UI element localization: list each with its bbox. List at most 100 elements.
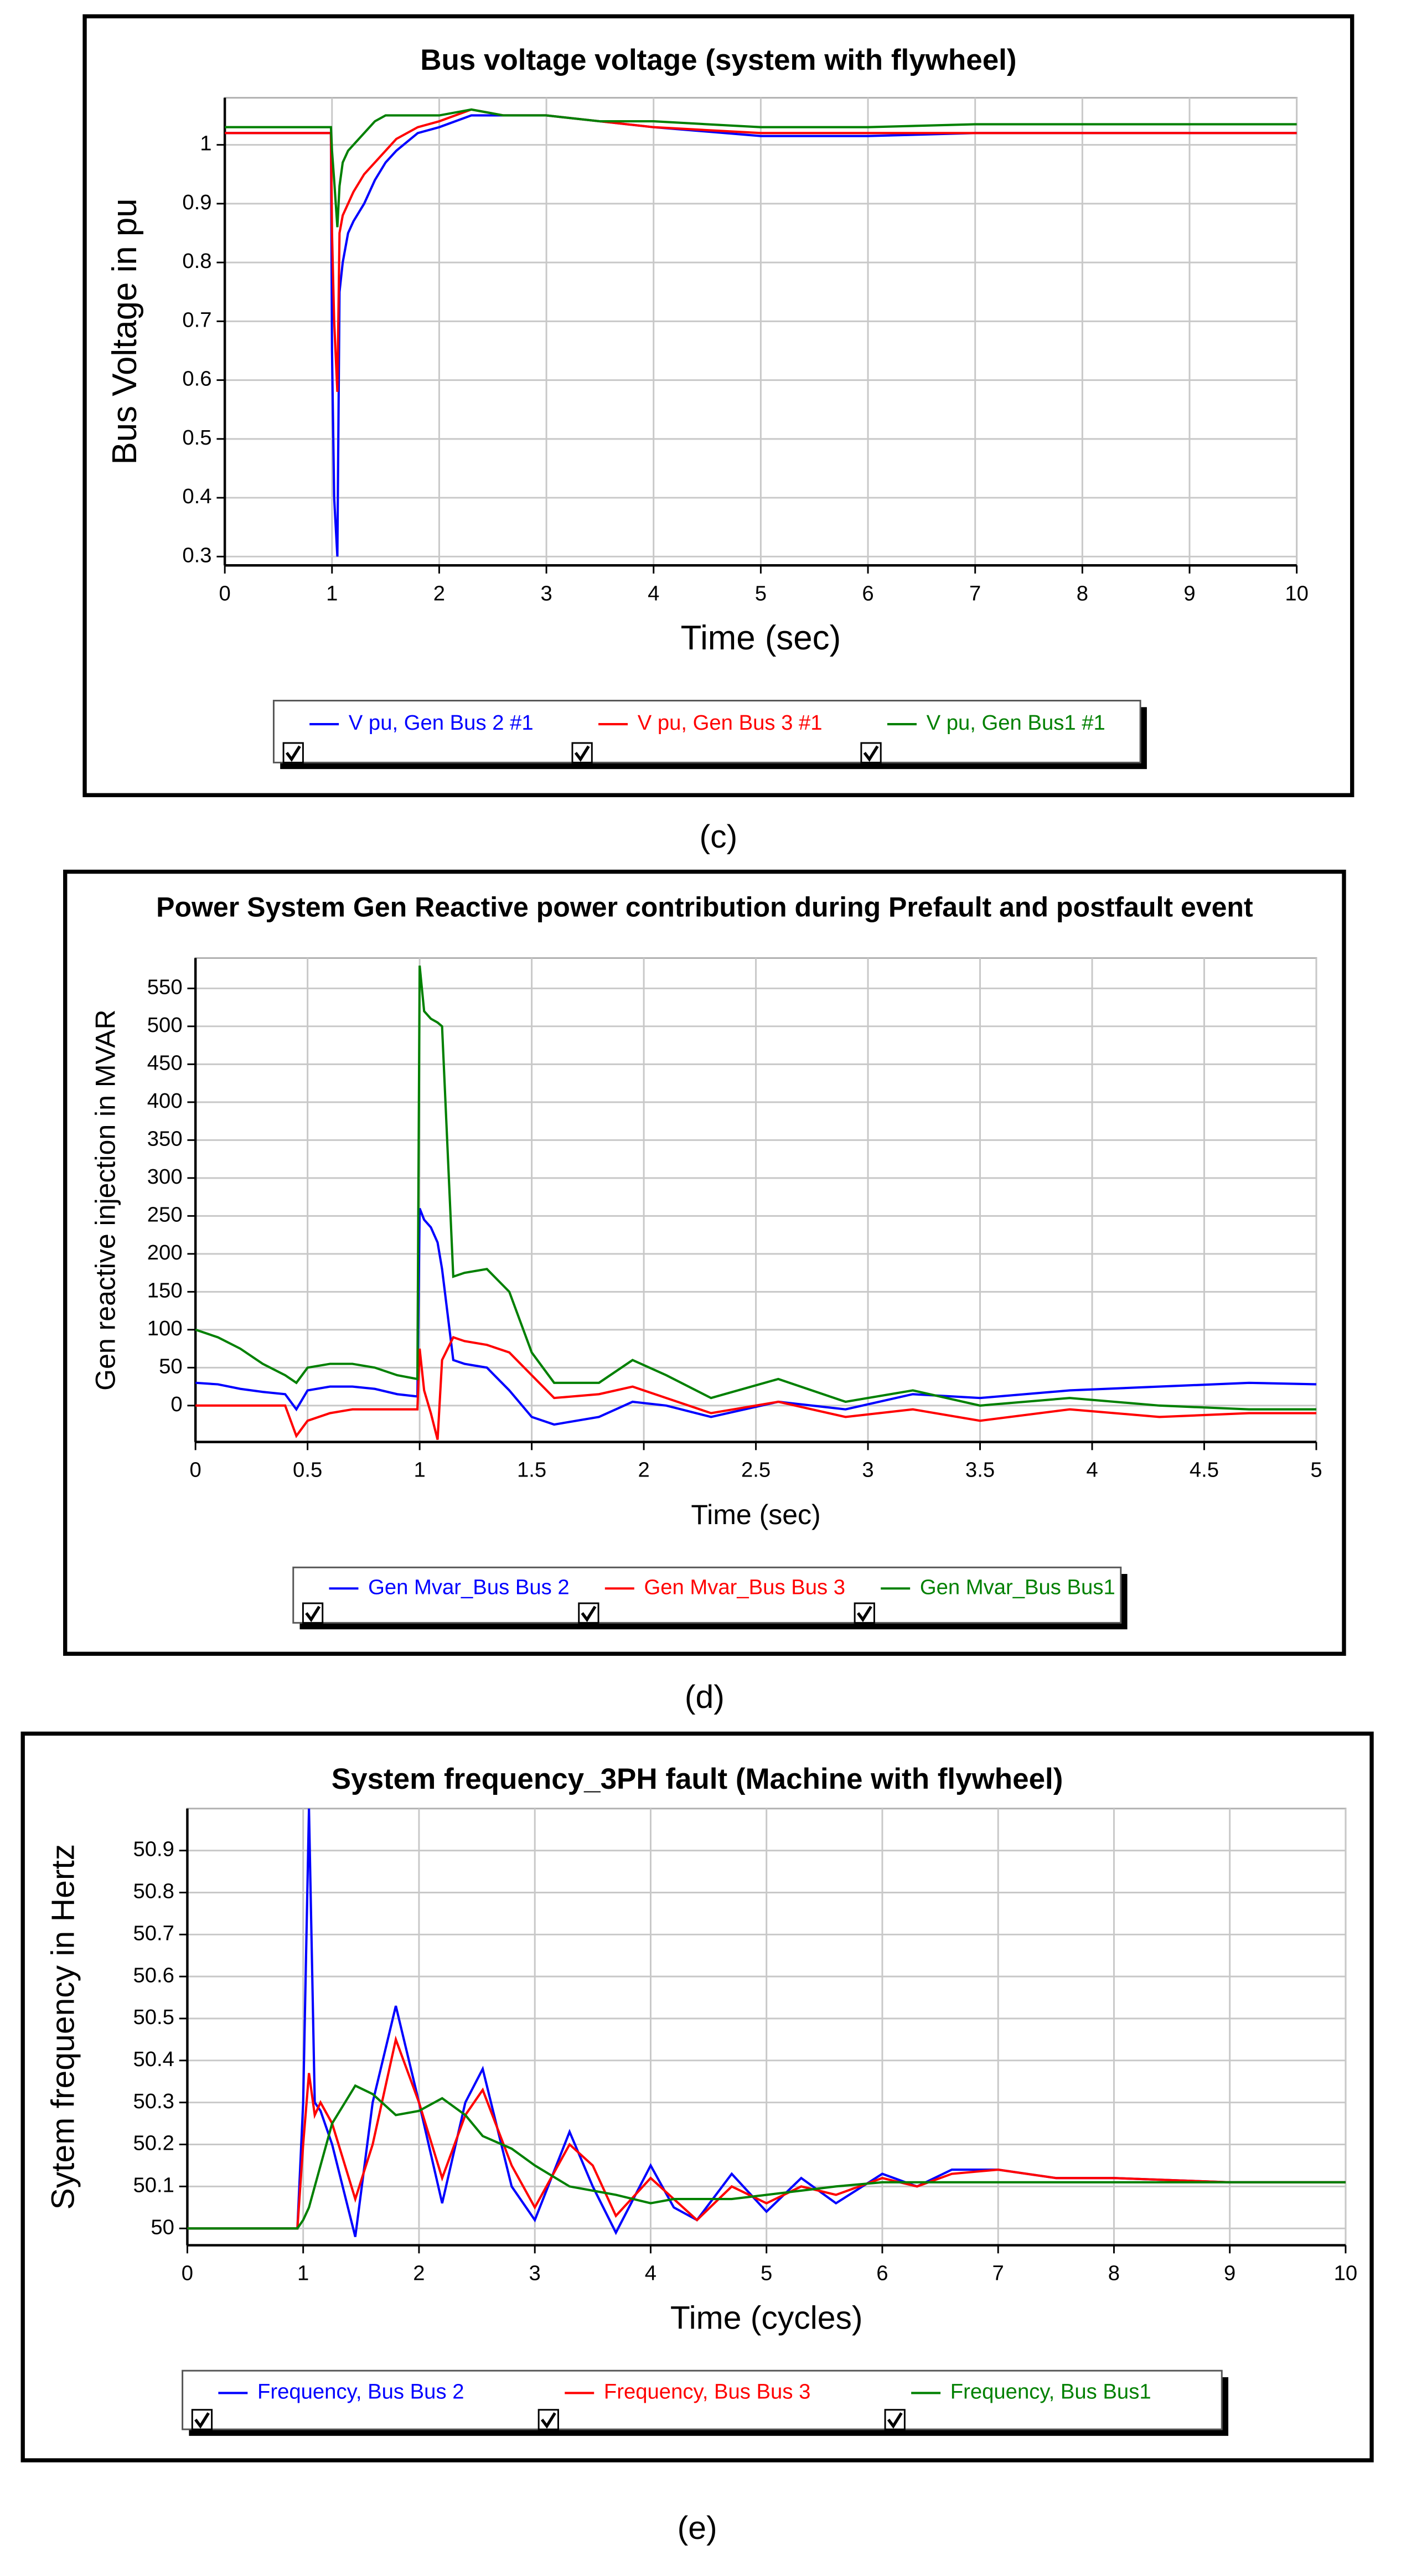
x-tick-label: 0	[219, 581, 230, 605]
legend-checkbox[interactable]	[860, 742, 882, 763]
x-tick-label: 9	[1183, 581, 1195, 605]
x-axis-label: Time (cycles)	[670, 2300, 863, 2336]
series-line	[195, 1207, 1317, 1426]
y-tick-label: 50.8	[133, 1880, 174, 1903]
x-tick-label: 7	[992, 2262, 1004, 2285]
y-tick-label: 50.5	[133, 2005, 174, 2029]
y-tick-label: 0.5	[182, 426, 211, 450]
checkmark	[540, 2412, 556, 2429]
y-tick-label: 0.3	[182, 543, 211, 567]
x-tick-label: 8	[1108, 2262, 1120, 2285]
y-axis-label: Bus Voltage in pu	[106, 198, 144, 464]
y-tick-label: 0.4	[182, 484, 211, 508]
panel-label: (e)	[678, 2510, 717, 2546]
checkmark	[305, 1606, 321, 1623]
y-tick-label: 50.4	[133, 2047, 174, 2071]
x-tick-label: 3	[529, 2262, 541, 2285]
series-line	[225, 114, 1297, 557]
series-line	[187, 2035, 1346, 2230]
legend-checkbox[interactable]	[282, 742, 304, 763]
series-line	[187, 1808, 1346, 2237]
checkmark	[856, 1606, 872, 1623]
legend-checkbox[interactable]	[854, 1602, 875, 1624]
y-tick-label: 50.7	[133, 1921, 174, 1945]
x-tick-label: 2	[638, 1458, 649, 1482]
checkmark	[574, 745, 590, 762]
legend	[272, 700, 1141, 763]
legend-checkbox[interactable]	[302, 1602, 324, 1624]
y-axis-label: Sytem frequency in Hertz	[45, 1844, 81, 2210]
y-tick-label: 400	[147, 1089, 183, 1113]
legend-label: V pu, Gen Bus 2 #1	[349, 711, 534, 735]
x-tick-label: 10	[1285, 581, 1309, 605]
legend-label: V pu, Gen Bus1 #1	[927, 711, 1105, 735]
y-tick-label: 0.9	[182, 190, 211, 214]
x-tick-label: 4	[648, 581, 659, 605]
series-line	[225, 108, 1297, 392]
y-tick-label: 100	[147, 1317, 183, 1340]
x-tick-label: 4.5	[1190, 1458, 1219, 1482]
y-tick-label: 50.6	[133, 1963, 174, 1987]
series-line	[195, 966, 1316, 1411]
legend-checkbox[interactable]	[571, 742, 593, 763]
panel-label: (d)	[685, 1679, 725, 1715]
x-tick-label: 9	[1224, 2262, 1235, 2285]
x-tick-label: 5	[1310, 1458, 1322, 1482]
y-tick-label: 50	[151, 2215, 174, 2239]
x-tick-label: 4	[645, 2262, 656, 2285]
y-tick-label: 200	[147, 1241, 183, 1264]
x-tick-label: 1	[297, 2262, 309, 2285]
y-tick-label: 300	[147, 1165, 183, 1189]
x-tick-label: 0	[182, 2262, 193, 2285]
y-tick-label: 1	[200, 132, 211, 156]
legend-label: Frequency, Bus Bus1	[950, 2380, 1151, 2404]
x-tick-label: 8	[1077, 581, 1088, 605]
y-tick-label: 250	[147, 1202, 183, 1226]
y-tick-label: 0.7	[182, 308, 211, 332]
y-tick-label: 50.3	[133, 2089, 174, 2113]
x-tick-label: 3	[862, 1458, 873, 1482]
x-tick-label: 3.5	[965, 1458, 995, 1482]
x-tick-label: 10	[1334, 2262, 1358, 2285]
legend-checkbox[interactable]	[578, 1602, 599, 1624]
checkmark	[887, 2412, 903, 2429]
y-tick-label: 0	[170, 1392, 182, 1416]
x-tick-label: 3	[540, 581, 552, 605]
y-tick-label: 50	[159, 1354, 183, 1378]
y-tick-label: 50.2	[133, 2131, 174, 2155]
x-tick-label: 5	[761, 2262, 772, 2285]
legend	[182, 2369, 1223, 2430]
legend-checkbox[interactable]	[537, 2409, 559, 2430]
checkmark	[863, 745, 879, 762]
legend-label: Frequency, Bus Bus 2	[257, 2380, 464, 2404]
legend-checkbox[interactable]	[191, 2409, 213, 2430]
series-line	[187, 2084, 1346, 2230]
x-tick-label: 6	[862, 581, 873, 605]
legend-label: Gen Mvar_Bus Bus 3	[644, 1575, 845, 1599]
x-tick-label: 2	[433, 581, 445, 605]
checkmark	[285, 745, 301, 762]
y-axis-label: Gen reactive injection in MVAR	[90, 1009, 121, 1390]
x-tick-label: 1	[326, 581, 338, 605]
x-tick-label: 1	[413, 1458, 425, 1482]
legend	[292, 1566, 1122, 1624]
y-tick-label: 0.6	[182, 367, 211, 391]
legend-label: V pu, Gen Bus 3 #1	[638, 711, 823, 735]
checkmark	[581, 1606, 597, 1623]
legend-label: Gen Mvar_Bus Bus 2	[368, 1575, 570, 1599]
y-tick-label: 150	[147, 1278, 183, 1302]
legend-checkbox[interactable]	[884, 2409, 906, 2430]
y-tick-label: 450	[147, 1051, 183, 1075]
chart-title: Bus voltage voltage (system with flywhee…	[420, 44, 1016, 76]
x-tick-label: 7	[969, 581, 981, 605]
y-tick-label: 550	[147, 975, 183, 999]
x-tick-label: 2.5	[741, 1458, 771, 1482]
legend-label: Gen Mvar_Bus Bus1	[920, 1575, 1115, 1599]
chart-title: Power System Gen Reactive power contribu…	[156, 891, 1253, 922]
x-axis-label: Time (sec)	[691, 1499, 820, 1530]
series-line	[225, 108, 1297, 228]
panel-label: (c)	[700, 819, 738, 855]
x-tick-label: 5	[755, 581, 767, 605]
